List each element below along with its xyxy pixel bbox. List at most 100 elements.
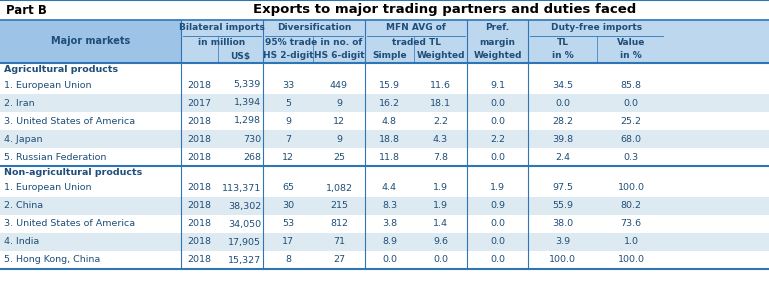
Text: 9: 9: [336, 98, 342, 107]
Text: 1.9: 1.9: [433, 184, 448, 193]
Text: Exports to major trading partners and duties faced: Exports to major trading partners and du…: [253, 3, 636, 17]
Bar: [0, 0, 769, 20]
Text: 2018: 2018: [188, 201, 211, 210]
Text: 39.8: 39.8: [552, 134, 573, 143]
Text: 268: 268: [243, 152, 261, 162]
Text: 9.1: 9.1: [490, 81, 505, 90]
Text: 100.0: 100.0: [549, 255, 576, 265]
Bar: [0, 197, 769, 215]
Text: 11.6: 11.6: [430, 81, 451, 90]
Text: Duty-free imports: Duty-free imports: [551, 24, 642, 33]
Text: 65: 65: [282, 184, 294, 193]
Text: 3. United States of America: 3. United States of America: [4, 116, 135, 125]
Text: Non-agricultural products: Non-agricultural products: [4, 168, 142, 177]
Text: 5,339: 5,339: [234, 81, 261, 90]
Bar: [0, 20, 181, 63]
Text: 0.0: 0.0: [555, 98, 570, 107]
Text: 1,082: 1,082: [325, 184, 352, 193]
Text: 85.8: 85.8: [621, 81, 641, 90]
Text: 8: 8: [285, 255, 291, 265]
Text: 15.9: 15.9: [379, 81, 400, 90]
Text: Value: Value: [617, 38, 645, 47]
Bar: [0, 251, 769, 269]
Text: 0.0: 0.0: [490, 219, 505, 228]
Text: in %: in %: [620, 52, 642, 61]
Text: 4.3: 4.3: [433, 134, 448, 143]
Text: 4.8: 4.8: [382, 116, 397, 125]
Text: HS 6-digit: HS 6-digit: [314, 52, 365, 61]
Bar: [0, 215, 769, 233]
Text: 2018: 2018: [188, 255, 211, 265]
Text: 68.0: 68.0: [621, 134, 641, 143]
Text: 53: 53: [282, 219, 294, 228]
Text: 2018: 2018: [188, 134, 211, 143]
Text: 55.9: 55.9: [552, 201, 573, 210]
Bar: [0, 148, 769, 166]
Text: 1.9: 1.9: [490, 184, 505, 193]
Text: 9.6: 9.6: [433, 237, 448, 246]
Text: 28.2: 28.2: [552, 116, 573, 125]
Text: 2018: 2018: [188, 219, 211, 228]
Text: 3.9: 3.9: [555, 237, 570, 246]
Text: 71: 71: [333, 237, 345, 246]
Text: 0.0: 0.0: [490, 255, 505, 265]
Text: 38.0: 38.0: [552, 219, 573, 228]
Text: 4.4: 4.4: [382, 184, 397, 193]
Text: 5: 5: [285, 98, 291, 107]
Text: Pref.: Pref.: [485, 24, 510, 33]
Text: 812: 812: [330, 219, 348, 228]
Text: 730: 730: [243, 134, 261, 143]
Text: 33: 33: [282, 81, 294, 90]
Text: 4. India: 4. India: [4, 237, 39, 246]
Text: 0.0: 0.0: [382, 255, 397, 265]
Text: 12: 12: [282, 152, 294, 162]
Text: 1. European Union: 1. European Union: [4, 81, 92, 90]
Text: Bilateral imports: Bilateral imports: [179, 24, 265, 33]
Text: 100.0: 100.0: [618, 255, 644, 265]
Text: 30: 30: [282, 201, 294, 210]
Text: 9: 9: [336, 134, 342, 143]
Bar: [0, 112, 769, 130]
Text: 0.0: 0.0: [433, 255, 448, 265]
Text: 38,302: 38,302: [228, 201, 261, 210]
Text: 25: 25: [333, 152, 345, 162]
Text: 18.8: 18.8: [379, 134, 400, 143]
Text: US$: US$: [231, 52, 251, 61]
Text: Part B: Part B: [6, 3, 47, 17]
Text: 2.4: 2.4: [555, 152, 570, 162]
Text: 2018: 2018: [188, 81, 211, 90]
Text: 34.5: 34.5: [552, 81, 573, 90]
Text: 2.2: 2.2: [433, 116, 448, 125]
Text: 0.0: 0.0: [490, 237, 505, 246]
Text: 1. European Union: 1. European Union: [4, 184, 92, 193]
Text: 1.9: 1.9: [433, 201, 448, 210]
Text: 0.3: 0.3: [624, 152, 638, 162]
Text: 7: 7: [285, 134, 291, 143]
Text: 2018: 2018: [188, 152, 211, 162]
Text: 15,327: 15,327: [228, 255, 261, 265]
Text: 0.0: 0.0: [624, 98, 638, 107]
Text: 7.8: 7.8: [433, 152, 448, 162]
Text: 3.8: 3.8: [382, 219, 397, 228]
Text: 12: 12: [333, 116, 345, 125]
Text: 113,371: 113,371: [221, 184, 261, 193]
Text: Diversification: Diversification: [277, 24, 351, 33]
Text: traded TL: traded TL: [391, 38, 441, 47]
Text: 5. Russian Federation: 5. Russian Federation: [4, 152, 106, 162]
Text: 17,905: 17,905: [228, 237, 261, 246]
Text: 1,298: 1,298: [234, 116, 261, 125]
Text: Agricultural products: Agricultural products: [4, 65, 118, 74]
Text: Weighted: Weighted: [473, 52, 521, 61]
Text: 0.0: 0.0: [490, 152, 505, 162]
Text: 73.6: 73.6: [621, 219, 641, 228]
Text: 97.5: 97.5: [552, 184, 573, 193]
Bar: [0, 94, 769, 112]
Text: MFN AVG of: MFN AVG of: [386, 24, 446, 33]
Text: 449: 449: [330, 81, 348, 90]
Text: 16.2: 16.2: [379, 98, 400, 107]
Text: 17: 17: [282, 237, 294, 246]
Text: 1.0: 1.0: [624, 237, 638, 246]
Text: margin: margin: [480, 38, 515, 47]
Text: 3. United States of America: 3. United States of America: [4, 219, 135, 228]
Text: 0.0: 0.0: [490, 116, 505, 125]
